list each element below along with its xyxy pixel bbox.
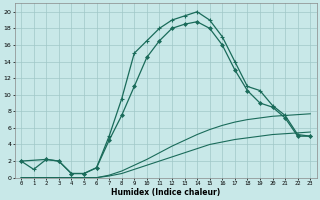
X-axis label: Humidex (Indice chaleur): Humidex (Indice chaleur) xyxy=(111,188,220,197)
